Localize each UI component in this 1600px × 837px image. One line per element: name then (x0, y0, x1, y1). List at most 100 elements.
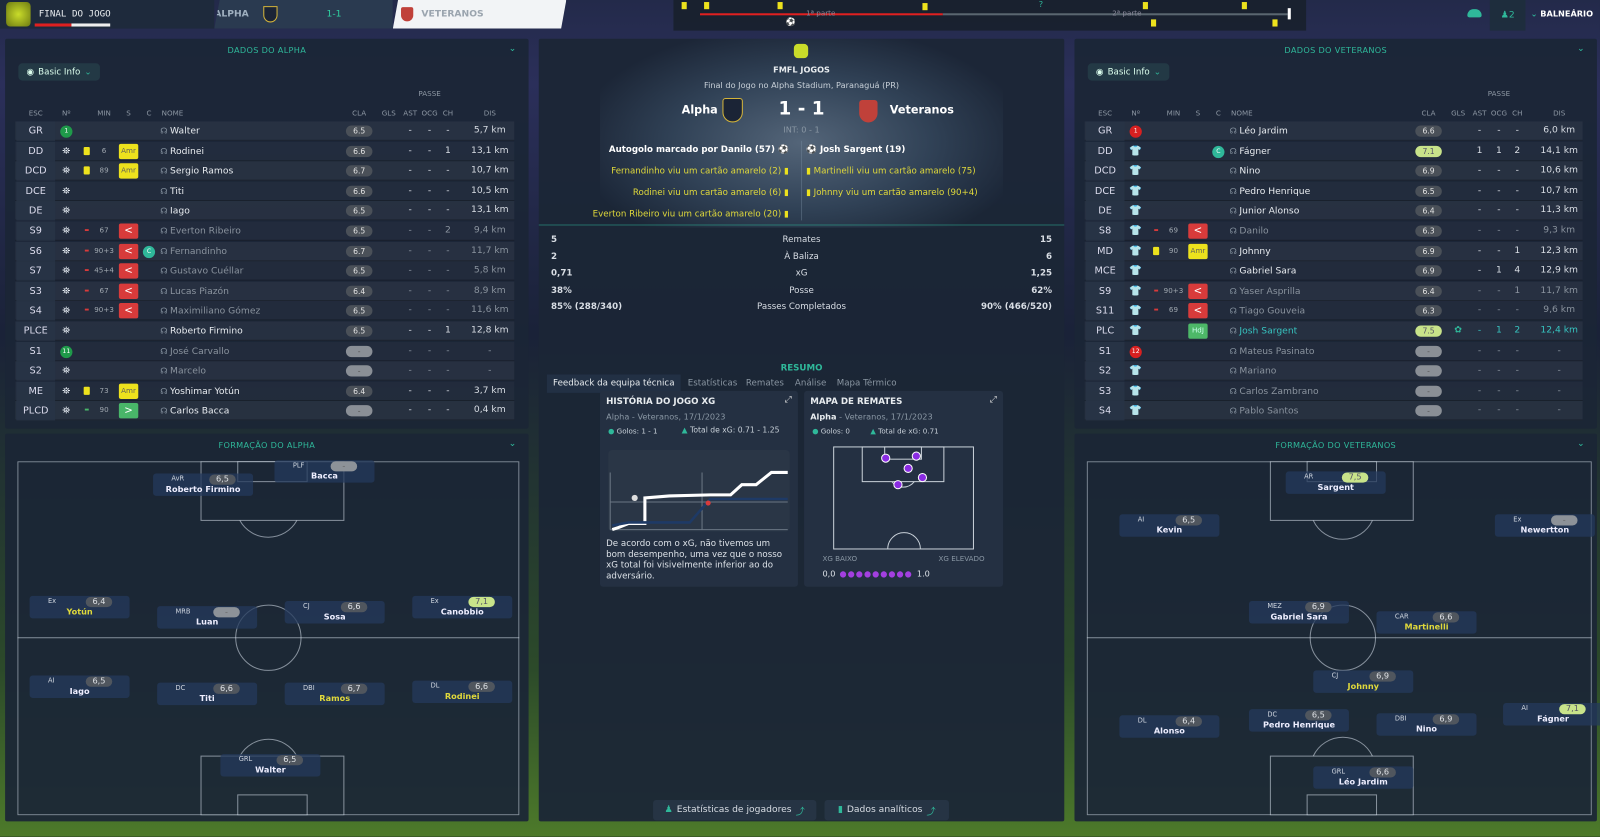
chevron-down-icon[interactable]: ⌄ (508, 438, 517, 449)
player-name[interactable]: Josh Sargent (1239, 326, 1298, 337)
player-row[interactable]: DCD ⛯ 89 Amr ☊ Sergio Ramos 6.7 - - - 10,7 km (15, 161, 515, 181)
formation-player-card[interactable]: Ex - Newertton (1494, 514, 1595, 537)
player-name[interactable]: Carlos Zambrano (1239, 386, 1319, 397)
tab-4[interactable]: Mapa Térmico (836, 378, 897, 389)
player-row[interactable]: S3 👕 ☊ Carlos Zambrano - - - - - (1084, 381, 1583, 401)
player-name[interactable]: Junior Alonso (1239, 206, 1300, 217)
home-segment[interactable]: ALPHA 1-1 (214, 0, 393, 29)
player-row[interactable]: GR 1 ☊ Léo Jardim 6.6 - - - 6,0 km (1084, 121, 1583, 141)
column-header-ocg[interactable]: OCG (421, 109, 438, 118)
player-row[interactable]: S8 👕 ▬ 69 < ☊ Danilo 6.3 - - - 9,3 km (1084, 221, 1583, 241)
formation-player-card[interactable]: DL 6,4 Alonso (1119, 715, 1220, 738)
view-selector[interactable]: ◉ Basic Info ⌄ (18, 63, 100, 81)
player-name[interactable]: Iago (170, 206, 190, 217)
player-name[interactable]: Johnny (1239, 246, 1271, 257)
player-row[interactable]: DD 👕 C ☊ Fágner 7.1 1 1 2 14,1 km (1084, 141, 1583, 161)
player-name[interactable]: Roberto Firmino (170, 326, 243, 337)
formation-player-card[interactable]: GRL 6,5 Walter (220, 754, 321, 777)
player-name[interactable]: Léo Jardim (1239, 126, 1288, 137)
player-name[interactable]: Gabriel Sara (1239, 266, 1297, 277)
column-header-cla[interactable]: CLA (1421, 109, 1436, 118)
player-name[interactable]: Titi (170, 186, 185, 197)
player-row[interactable]: PLCD ⛯ ▬ 90 > ☊ Carlos Bacca - - - - 0,4 km (15, 401, 515, 421)
formation-player-card[interactable]: DL 6,6 Rodinei (412, 680, 513, 704)
player-row[interactable]: S9 👕 ▬ 90+3 < ☊ Yaser Asprilla 6.4 - - 1 11,7 km (1084, 281, 1583, 301)
formation-player-card[interactable]: AR 7,5 Sargent (1285, 471, 1386, 494)
tab-0[interactable]: Feedback da equipa técnica (546, 374, 681, 393)
formation-player-card[interactable]: Ex 6,4 Yotún (29, 595, 130, 619)
player-row[interactable]: ME ⛯ 73 Amr ☊ Yoshimar Yotún 6.4 - - - 3,7 km (15, 381, 515, 401)
notifications-button[interactable]: ♟ 2 (1489, 0, 1526, 31)
formation-player-card[interactable]: AI 7,1 Fágner (1503, 703, 1600, 726)
player-row[interactable]: S1 11 ☊ José Carvallo - - - - - (15, 341, 515, 361)
changing-room-button[interactable]: ⌄ BALNEÁRIO (1531, 9, 1593, 18)
tab-3[interactable]: Análise (794, 378, 827, 389)
column-header-c[interactable]: C (1215, 109, 1221, 118)
formation-player-card[interactable]: GRL 6,6 Léo Jardim (1313, 766, 1414, 789)
player-row[interactable]: S4 ⛯ ▬ 90+3 < ☊ Maximiliano Gómez 6.5 - - - 11,6 k… (15, 301, 515, 321)
chevron-down-icon[interactable]: ⌄ (1576, 438, 1585, 449)
formation-player-card[interactable]: DBI 6,7 Ramos (284, 682, 385, 706)
column-header-dis[interactable]: DIS (1553, 109, 1566, 118)
formation-player-card[interactable]: AI 6,5 Kevin (1119, 514, 1220, 537)
player-row[interactable]: S7 ⛯ ▬ 45+4 < ☊ Gustavo Cuéllar 6.5 - - - 5,8 km (15, 261, 515, 281)
column-header-nome[interactable]: NOME (161, 109, 184, 118)
player-name[interactable]: José Carvallo (170, 346, 230, 357)
player-name[interactable]: Maximiliano Gómez (170, 306, 261, 317)
chevron-down-icon[interactable]: ⌄ (1576, 43, 1585, 55)
player-name[interactable]: Nino (1239, 166, 1261, 177)
xg-history-card[interactable]: HISTÓRIA DO JOGO XG ⤢ Alpha - Veteranos,… (599, 390, 798, 587)
column-header-nome[interactable]: NOME (1231, 109, 1253, 118)
column-header-c[interactable]: C (146, 109, 152, 118)
column-header-esc[interactable]: ESC (28, 109, 43, 118)
player-row[interactable]: S4 👕 ☊ Pablo Santos - - - - - (1084, 401, 1583, 421)
player-name[interactable]: Pablo Santos (1239, 406, 1299, 417)
formation-player-card[interactable]: AvR 6,5 Roberto Firmino (153, 473, 254, 496)
player-name[interactable]: Yoshimar Yotún (170, 386, 240, 397)
player-row[interactable]: S9 ⛯ ▬ 67 < ☊ Everton Ribeiro 6.5 - - 2 9,4 km (15, 221, 515, 241)
away-segment[interactable]: VETERANOS (392, 0, 567, 29)
view-selector[interactable]: ◉ Basic Info ⌄ (1087, 63, 1170, 81)
formation-player-card[interactable]: DC 6,6 Titi (157, 682, 258, 706)
player-name[interactable]: Walter (170, 126, 200, 137)
column-header-ch[interactable]: CH (1512, 109, 1523, 118)
chevron-down-icon[interactable]: ⌄ (508, 43, 517, 55)
formation-player-card[interactable]: MRB - Luan (157, 606, 258, 629)
player-name[interactable]: Marcelo (170, 366, 207, 377)
column-header-gls[interactable]: GLS (1451, 109, 1466, 118)
column-header-num[interactable]: Nº (61, 109, 71, 118)
player-row[interactable]: DCE 👕 ☊ Pedro Henrique 6.5 - - - 10,7 km (1084, 181, 1583, 201)
player-name[interactable]: Mariano (1239, 366, 1277, 377)
formation-player-card[interactable]: DBI 6,9 Nino (1376, 713, 1477, 736)
player-name[interactable]: Fágner (1239, 146, 1271, 157)
player-name[interactable]: Everton Ribeiro (170, 226, 241, 237)
player-name[interactable]: Danilo (1239, 226, 1269, 237)
column-header-num[interactable]: Nº (1131, 109, 1141, 118)
player-name[interactable]: Tiago Gouveia (1239, 306, 1306, 317)
player-row[interactable]: DCE ⛯ ☊ Titi 6.6 - - - 10,5 km (15, 181, 515, 201)
player-row[interactable]: S6 ⛯ ▬ 90+3 < C ☊ Fernandinho 6.7 - - - 11,7 km (15, 241, 515, 261)
column-header-esc[interactable]: ESC (1098, 109, 1113, 118)
player-row[interactable]: S2 ⛯ ☊ Marcelo - - - - - (15, 361, 515, 381)
formation-player-card[interactable]: CAR 6,6 Martinelli (1376, 611, 1477, 634)
formation-player-card[interactable]: CJ 6,9 Johnny (1313, 670, 1414, 693)
formation-player-card[interactable]: CJ 6,6 Sosa (284, 601, 385, 624)
analytics-button[interactable]: ▮ Dados analíticos ⤴ (824, 799, 949, 821)
player-row[interactable]: S11 👕 ▬ 69 < ☊ Tiago Gouveia 6.3 - - - 9,6 km (1084, 301, 1583, 321)
column-header-ch[interactable]: CH (442, 109, 454, 118)
tab-2[interactable]: Remates (745, 378, 784, 389)
expand-icon[interactable]: ⤢ (784, 394, 792, 406)
player-row[interactable]: MD 👕 90 Amr ☊ Johnny 6.9 - - 1 12,3 km (1084, 241, 1583, 261)
expand-icon[interactable]: ⤢ (989, 394, 997, 406)
shot-map-card[interactable]: MAPA DE REMATES ⤢ Alpha - Veteranos, 17/… (804, 390, 1004, 587)
player-row[interactable]: PLC 👕 HdJ ☊ Josh Sargent 7.5 ✿ - 1 2 12,4 km (1084, 321, 1583, 341)
player-name[interactable]: Fernandinho (170, 246, 228, 257)
player-stats-button[interactable]: ♟ Estatísticas de jogadores ⤴ (653, 799, 817, 821)
assistant-icon[interactable] (1467, 9, 1482, 18)
column-header-gls[interactable]: GLS (381, 109, 396, 118)
player-row[interactable]: PLCE ⛯ ☊ Roberto Firmino 6.5 - - 1 12,8 km (15, 321, 515, 341)
player-name[interactable]: Yaser Asprilla (1239, 286, 1301, 297)
player-name[interactable]: Pedro Henrique (1239, 186, 1311, 197)
column-header-s[interactable]: S (1195, 109, 1201, 118)
player-row[interactable]: DD ⛯ 6 Amr ☊ Rodinei 6.6 - - 1 13,1 km (15, 141, 515, 161)
